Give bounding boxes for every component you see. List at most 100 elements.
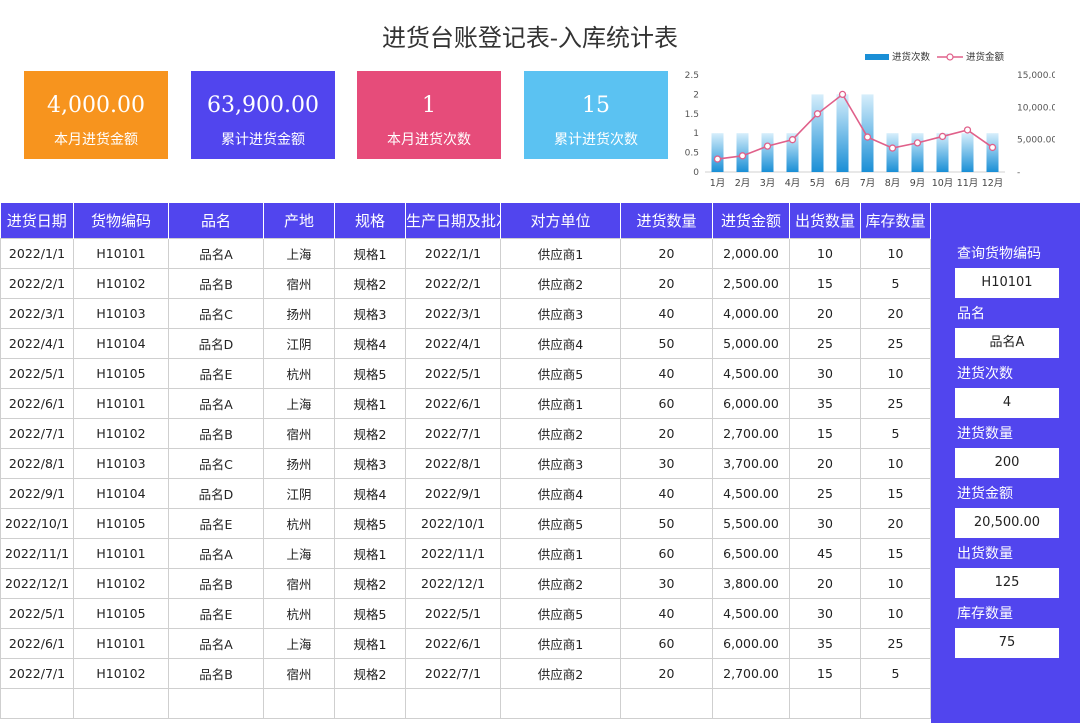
column-header[interactable]: 产地	[263, 203, 335, 239]
table-cell[interactable]: 2022/11/1	[0, 538, 74, 569]
table-cell[interactable]: 2022/6/1	[0, 628, 74, 659]
table-cell[interactable]: 20	[789, 448, 861, 479]
column-header[interactable]: 进货日期	[0, 203, 74, 239]
table-cell[interactable]	[789, 688, 861, 719]
table-cell[interactable]: 10	[860, 568, 931, 599]
table-cell[interactable]: 2022/5/1	[0, 358, 74, 389]
table-cell[interactable]: 规格2	[334, 268, 406, 299]
table-cell[interactable]: 供应商1	[500, 388, 621, 419]
table-cell[interactable]: 4,500.00	[712, 478, 790, 509]
table-cell[interactable]: 20	[620, 418, 713, 449]
table-cell[interactable]: 2022/5/1	[0, 598, 74, 629]
table-cell[interactable]: 2022/2/1	[405, 268, 501, 299]
table-cell[interactable]: 规格1	[334, 628, 406, 659]
table-cell[interactable]: 3,800.00	[712, 568, 790, 599]
table-cell[interactable]: 45	[789, 538, 861, 569]
table-cell[interactable]: 6,500.00	[712, 538, 790, 569]
table-cell[interactable]: 品名E	[168, 508, 264, 539]
table-cell[interactable]: H10102	[73, 568, 169, 599]
table-cell[interactable]: 20	[860, 298, 931, 329]
table-cell[interactable]: 供应商1	[500, 628, 621, 659]
table-cell[interactable]: 供应商1	[500, 238, 621, 269]
table-cell[interactable]: 2022/7/1	[405, 418, 501, 449]
table-cell[interactable]: 2022/10/1	[405, 508, 501, 539]
table-cell[interactable]: 30	[789, 508, 861, 539]
table-cell[interactable]: H10104	[73, 328, 169, 359]
table-cell[interactable]: 15	[789, 418, 861, 449]
table-cell[interactable]: 品名D	[168, 478, 264, 509]
table-cell[interactable]: 3,700.00	[712, 448, 790, 479]
table-cell[interactable]: 60	[620, 388, 713, 419]
table-cell[interactable]: 2022/7/1	[0, 658, 74, 689]
table-cell[interactable]: 上海	[263, 238, 335, 269]
table-cell[interactable]: 2022/1/1	[0, 238, 74, 269]
column-header[interactable]: 规格	[334, 203, 406, 239]
table-cell[interactable]: 10	[860, 358, 931, 389]
table-cell[interactable]: 上海	[263, 388, 335, 419]
table-cell[interactable]: 2022/3/1	[0, 298, 74, 329]
table-cell[interactable]: 2022/11/1	[405, 538, 501, 569]
table-cell[interactable]: 供应商5	[500, 508, 621, 539]
table-cell[interactable]: 25	[860, 628, 931, 659]
table-cell[interactable]: 扬州	[263, 448, 335, 479]
table-cell[interactable]: 20	[620, 238, 713, 269]
table-cell[interactable]: 60	[620, 538, 713, 569]
table-cell[interactable]: 供应商5	[500, 358, 621, 389]
table-cell[interactable]: 20	[789, 568, 861, 599]
table-cell[interactable]: 供应商2	[500, 418, 621, 449]
column-header[interactable]: 出货数量	[789, 203, 861, 239]
table-cell[interactable]: 30	[789, 358, 861, 389]
table-cell[interactable]: 供应商2	[500, 568, 621, 599]
table-cell[interactable]: 2022/12/1	[0, 568, 74, 599]
table-cell[interactable]: 上海	[263, 538, 335, 569]
table-cell[interactable]: 供应商2	[500, 268, 621, 299]
table-cell[interactable]: H10101	[73, 628, 169, 659]
table-cell[interactable]: 4,500.00	[712, 358, 790, 389]
table-cell[interactable]: 20	[860, 508, 931, 539]
table-cell[interactable]: 杭州	[263, 508, 335, 539]
table-cell[interactable]: 供应商2	[500, 658, 621, 689]
table-cell[interactable]: 规格2	[334, 658, 406, 689]
column-header[interactable]: 库存数量	[860, 203, 931, 239]
table-cell[interactable]: 2022/1/1	[405, 238, 501, 269]
table-cell[interactable]: 规格3	[334, 448, 406, 479]
column-header[interactable]: 对方单位	[500, 203, 621, 239]
table-cell[interactable]: 杭州	[263, 358, 335, 389]
table-cell[interactable]: 供应商4	[500, 478, 621, 509]
table-cell[interactable]: 上海	[263, 628, 335, 659]
table-cell[interactable]	[860, 688, 931, 719]
table-cell[interactable]: 2022/5/1	[405, 358, 501, 389]
table-cell[interactable]: H10105	[73, 358, 169, 389]
table-cell[interactable]: 50	[620, 508, 713, 539]
table-cell[interactable]: 2022/2/1	[0, 268, 74, 299]
table-cell[interactable]: H10103	[73, 298, 169, 329]
table-cell[interactable]: 35	[789, 628, 861, 659]
table-cell[interactable]: 25	[860, 328, 931, 359]
table-cell[interactable]	[405, 688, 501, 719]
table-cell[interactable]	[168, 688, 264, 719]
table-cell[interactable]: 2022/6/1	[405, 628, 501, 659]
table-cell[interactable]: 2022/5/1	[405, 598, 501, 629]
table-cell[interactable]: 2,700.00	[712, 418, 790, 449]
column-header[interactable]: 品名	[168, 203, 264, 239]
table-cell[interactable]: 2022/6/1	[0, 388, 74, 419]
table-cell[interactable]: 规格2	[334, 568, 406, 599]
table-cell[interactable]: H10101	[73, 388, 169, 419]
table-cell[interactable]: 60	[620, 628, 713, 659]
table-cell[interactable]: 2022/9/1	[405, 478, 501, 509]
query-code-input[interactable]: H10101	[955, 268, 1059, 298]
table-cell[interactable]: 品名B	[168, 418, 264, 449]
table-cell[interactable]: 品名E	[168, 358, 264, 389]
table-cell[interactable]: 品名B	[168, 658, 264, 689]
table-cell[interactable]: 5	[860, 418, 931, 449]
table-cell[interactable]: 2022/12/1	[405, 568, 501, 599]
table-cell[interactable]: 15	[860, 538, 931, 569]
table-cell[interactable]: 25	[789, 328, 861, 359]
column-header[interactable]: 进货数量	[620, 203, 713, 239]
table-cell[interactable]: 40	[620, 298, 713, 329]
table-cell[interactable]: 2022/8/1	[0, 448, 74, 479]
table-cell[interactable]: 5	[860, 268, 931, 299]
table-cell[interactable]: 规格3	[334, 298, 406, 329]
table-cell[interactable]: 品名A	[168, 238, 264, 269]
table-cell[interactable]: 2022/4/1	[405, 328, 501, 359]
